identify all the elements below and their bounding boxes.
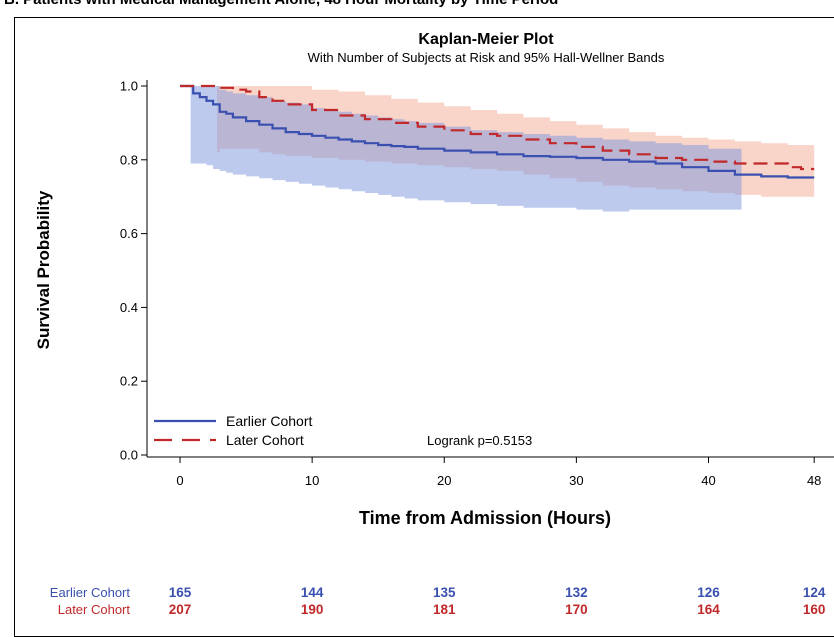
later-cohort-survival-line <box>180 84 815 171</box>
x-tick-label: 0 <box>176 473 183 488</box>
y-tick-label: 0.0 <box>120 448 138 463</box>
y-axis-label: Survival Probability <box>34 190 53 349</box>
at-risk-label-later-cohort: Later Cohort <box>58 602 131 617</box>
legend: Earlier Cohort Later Cohort <box>154 413 312 448</box>
at-risk-count: 190 <box>301 602 324 617</box>
at-risk-count: 160 <box>803 602 826 617</box>
y-tick-label: 1.0 <box>120 79 138 94</box>
at-risk-count: 181 <box>433 602 456 617</box>
earlier-cohort-confidence-band <box>190 86 742 212</box>
at-risk-count: 170 <box>565 602 588 617</box>
x-tick-label: 30 <box>569 473 583 488</box>
at-risk-count: 126 <box>697 585 720 600</box>
at-risk-count: 132 <box>565 585 588 600</box>
at-risk-count: 164 <box>697 602 720 617</box>
chart-title: Kaplan-Meier Plot <box>418 31 554 48</box>
y-tick-label: 0.8 <box>120 152 138 167</box>
panel-title: B. Patients with Medical Management Alon… <box>4 0 558 8</box>
x-tick-label: 40 <box>701 473 715 488</box>
y-tick-label: 0.2 <box>120 374 138 389</box>
at-risk-count: 135 <box>433 585 456 600</box>
at-risk-count: 207 <box>169 602 192 617</box>
at-risk-count: 165 <box>169 585 192 600</box>
y-tick-label: 0.6 <box>120 226 138 241</box>
x-axis-label: Time from Admission (Hours) <box>359 508 611 528</box>
x-tick-label: 10 <box>305 473 319 488</box>
x-tick-label: 20 <box>437 473 451 488</box>
at-risk-label-earlier-cohort: Earlier Cohort <box>50 585 131 600</box>
at-risk-count: 144 <box>301 585 324 600</box>
logrank-annotation: Logrank p=0.5153 <box>427 433 532 448</box>
x-tick-label: 48 <box>807 473 821 488</box>
chart-subtitle: With Number of Subjects at Risk and 95% … <box>308 50 665 65</box>
y-tick-label: 0.4 <box>120 300 138 315</box>
at-risk-count: 124 <box>803 585 826 600</box>
at-risk-table: Earlier Cohort 165 144 135 132 126 124 Later Co… <box>50 585 826 617</box>
legend-label-later-cohort: Later Cohort <box>226 432 304 448</box>
earlier-cohort-survival-line <box>180 84 815 179</box>
legend-label-earlier-cohort: Earlier Cohort <box>226 413 312 429</box>
